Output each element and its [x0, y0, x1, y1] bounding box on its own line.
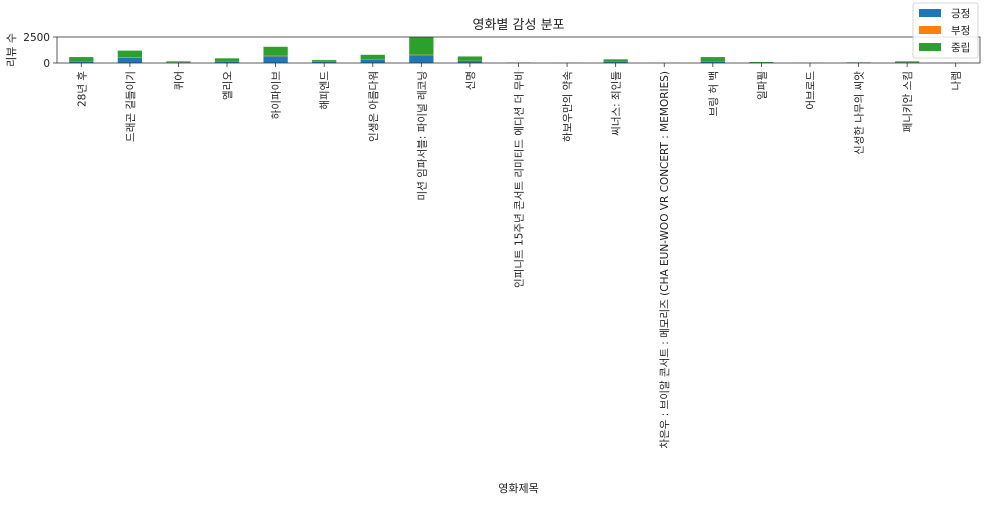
x-tick-label-8: 미션 임파서블: 파이널 레코닝 [415, 71, 428, 200]
x-tick-label-11: 하보우만의 약속 [561, 71, 574, 142]
x-tick-label-3: 퀴어 [173, 71, 185, 90]
x-tick-label-9: 신명 [465, 71, 477, 90]
legend-swatch-1 [919, 9, 941, 17]
x-tick-label-13: 차은우 : 브이알 콘서트 : 메모리즈 (CHA EUN-WOO VR CON… [659, 71, 671, 449]
x-tick-label-5: 하이파이브 [270, 71, 283, 120]
x-tick-label-2: 드래곤 길들이기 [124, 71, 137, 142]
x-tick-label-4: 엘리오 [221, 71, 234, 100]
bar-3-5 [263, 47, 287, 56]
x-axis-label: 영화제목 [498, 482, 538, 495]
legend-label-2: 부정 [951, 25, 970, 37]
x-tick-label-6: 해피엔드 [318, 71, 331, 110]
bar-3-2 [118, 51, 142, 58]
x-tick-label-16: 어브로드 [805, 71, 817, 110]
bar-3-8 [409, 37, 433, 55]
bar-3-1 [69, 57, 93, 61]
bar-3-18 [895, 61, 919, 62]
y-ticks: 0 2500 [23, 32, 57, 70]
bar-3-6 [312, 60, 336, 62]
bar-1-7 [361, 60, 385, 63]
bars-layer [69, 37, 968, 63]
bar-3-15 [749, 62, 773, 63]
x-tick-label-12: 씨너스: 죄인들 [611, 71, 623, 136]
chart-title: 영화별 감성 분포 [473, 18, 565, 33]
bar-3-14 [701, 57, 725, 61]
x-tick-label-10: 인피니트 15주년 콘서트 리미티드 에디션 더 무비 [514, 71, 526, 288]
legend-label-1: 긍정 [951, 8, 970, 20]
plot-frame [57, 37, 980, 63]
x-tick-label-15: 일파필 [755, 71, 768, 100]
y-axis-label: 리뷰 수 [5, 33, 18, 67]
x-tick-label-1: 28년 후 [76, 71, 88, 107]
legend-swatch-2 [919, 26, 941, 34]
bar-3-9 [458, 56, 482, 60]
legend-swatch-3 [919, 43, 941, 51]
bar-1-2 [118, 58, 142, 63]
bar-2-5 [263, 56, 287, 57]
y-tick-label-1: 0 [43, 58, 50, 70]
x-tick-label-7: 인생은 아름다워 [367, 71, 380, 142]
x-tick-label-19: 나렘 [951, 71, 963, 90]
bar-3-7 [361, 55, 385, 60]
y-tick-label-2: 2500 [23, 32, 50, 44]
bar-2-8 [409, 55, 433, 56]
bar-3-12 [604, 59, 628, 61]
bar-3-4 [215, 58, 239, 61]
x-tick-label-17: 신성한 나무의 씨앗 [854, 71, 866, 155]
bar-1-8 [409, 56, 433, 63]
bar-3-3 [166, 61, 190, 62]
bar-1-5 [263, 56, 287, 63]
x-tick-label-14: 브링 허 백 [708, 71, 720, 116]
x-ticks: 28년 후 드래곤 길들이기 퀴어 엘리오 하이파이브 해피엔드 인생은 아름다워 미션 임파… [76, 63, 962, 449]
x-tick-label-18: 페니키안 스킴 [902, 71, 914, 132]
legend-label-3: 중립 [951, 41, 970, 54]
